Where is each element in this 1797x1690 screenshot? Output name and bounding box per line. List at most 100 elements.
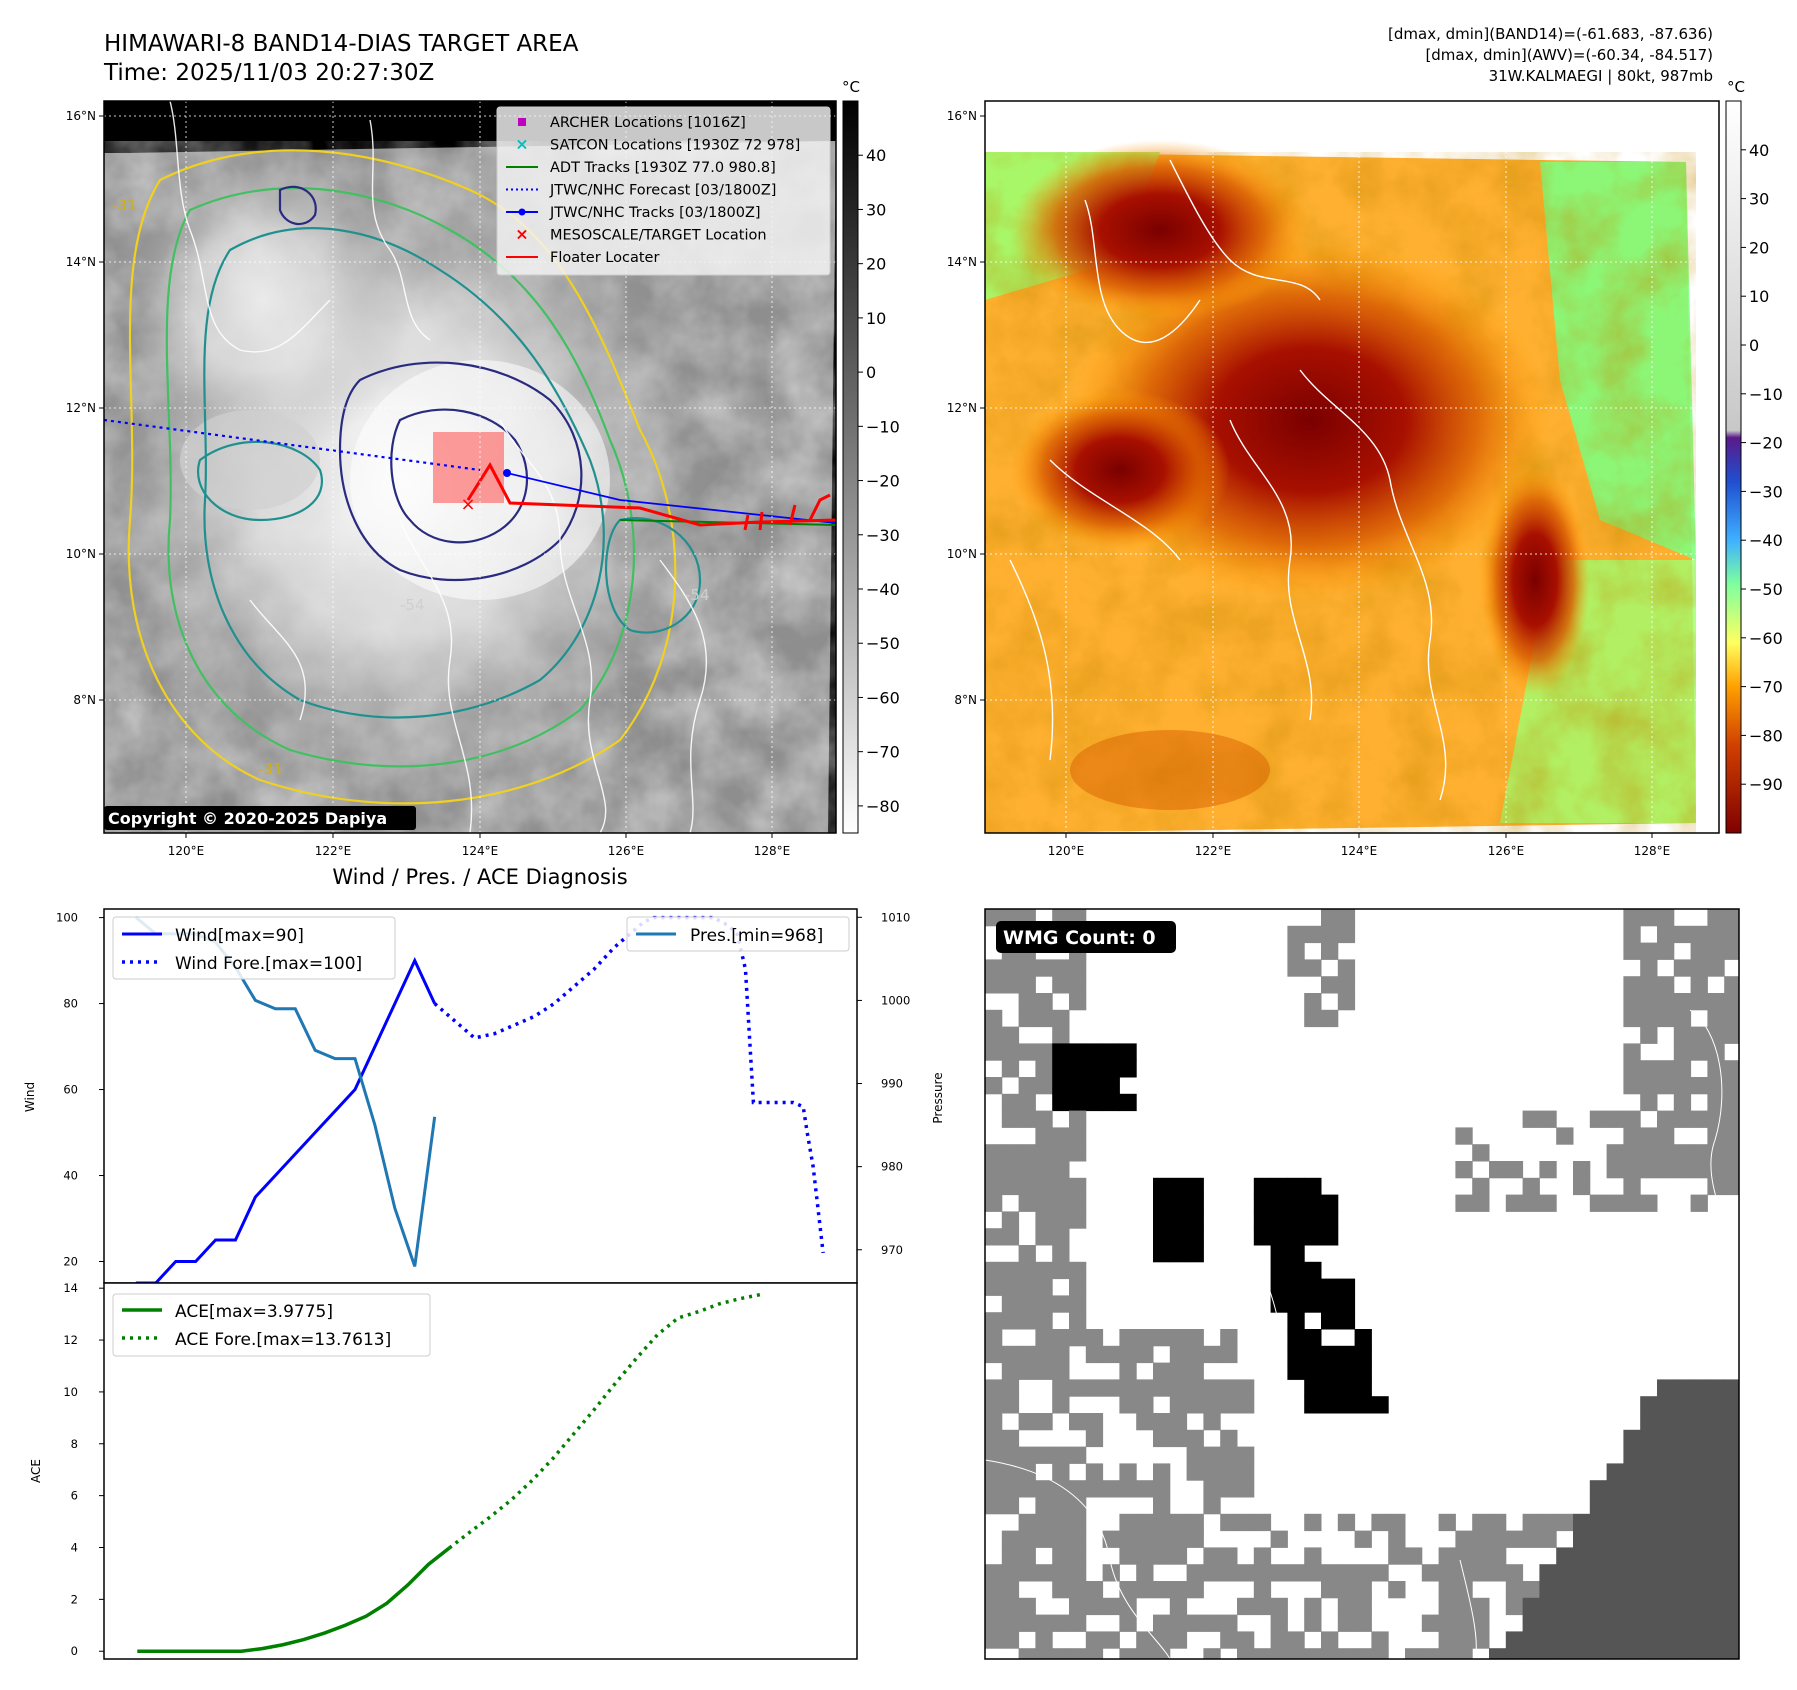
- wmg-cell: [1287, 1345, 1305, 1364]
- legend-marker: [518, 208, 526, 216]
- wmg-cell: [985, 1345, 1003, 1364]
- wmg-cell: [1589, 1581, 1608, 1599]
- wmg-cell: [1623, 1043, 1641, 1061]
- copyright-badge: [104, 806, 416, 830]
- ace-ytick: 4: [71, 1540, 78, 1554]
- pressure-ytick: 1000: [881, 993, 910, 1007]
- wmg-cell: [1069, 1127, 1087, 1145]
- wmg-cell: [1337, 1295, 1356, 1313]
- wmg-cell: [1169, 1530, 1188, 1548]
- wmg-cell: [1623, 1648, 1641, 1659]
- wmg-cell: [1304, 1295, 1322, 1313]
- wmg-cell: [1186, 1513, 1204, 1532]
- awv-colorbar: °C 40 30 20 10 0 −10 −20 −30 −40 −50 −60 −70 −80 −90: [1725, 78, 1783, 834]
- wmg-cell: [1707, 1530, 1725, 1548]
- ace-ylabel: ACE: [29, 1459, 43, 1483]
- wmg-cell: [1069, 1329, 1087, 1347]
- wmg-cell: [1237, 1480, 1255, 1498]
- wmg-cell: [1657, 993, 1675, 1011]
- wmg-cell: [1186, 1228, 1204, 1246]
- wmg-cell: [1455, 1127, 1473, 1145]
- wmg-cell: [1052, 1396, 1070, 1414]
- wmg-cell: [1203, 1446, 1221, 1464]
- wmg-cell: [1085, 1060, 1104, 1078]
- wmg-cell: [1707, 1110, 1725, 1128]
- wmg-cell: [1724, 1060, 1739, 1078]
- wmg-cell: [1657, 1144, 1675, 1162]
- wmg-cell: [1707, 1480, 1725, 1498]
- wmg-cell: [1001, 1564, 1020, 1582]
- wmg-cell: [1573, 1597, 1591, 1616]
- wmg-cell: [1001, 1144, 1020, 1162]
- wmg-cell: [1724, 909, 1739, 927]
- wmg-cell: [1589, 1614, 1608, 1632]
- wmg-cell: [1640, 1127, 1658, 1145]
- wmg-cell: [1707, 1177, 1725, 1196]
- wmg-cell: [1673, 1597, 1692, 1616]
- wmg-cell: [1707, 1060, 1725, 1078]
- wmg-cell: [1337, 1379, 1356, 1397]
- wmg-cell: [985, 1480, 1003, 1498]
- wmg-cell: [1405, 1648, 1423, 1659]
- wmg-cell: [1556, 1513, 1574, 1532]
- wmg-cell: [1018, 1597, 1036, 1616]
- wmg-cell: [1707, 1009, 1725, 1028]
- wmg-cell: [1119, 1329, 1137, 1347]
- wmg-cell: [985, 1077, 1003, 1095]
- wmg-cell: [1707, 1547, 1725, 1565]
- wmg-cell: [1371, 1648, 1389, 1659]
- wmg-cell: [1724, 1648, 1739, 1659]
- wmg-cell: [1438, 1513, 1456, 1532]
- wmg-cell: [1657, 1446, 1675, 1464]
- wmg-cell: [1623, 1614, 1641, 1632]
- wmg-cell: [1102, 1530, 1120, 1548]
- wmg-cell: [985, 1278, 1003, 1296]
- wmg-cell: [1388, 1513, 1406, 1532]
- wmg-cell: [1657, 1060, 1675, 1078]
- wmg-cell: [1237, 1564, 1255, 1582]
- wmg-cell: [1237, 1463, 1255, 1481]
- wmg-cell: [1354, 1581, 1372, 1599]
- wmg-cell: [1724, 1009, 1739, 1028]
- wmg-cell: [1573, 1547, 1591, 1565]
- wmg-cell: [1690, 1194, 1708, 1212]
- wmg-cell: [1052, 1446, 1070, 1464]
- wmg-cell: [985, 909, 1003, 927]
- wmg-cell: [1001, 1581, 1020, 1599]
- wmg-cell: [1069, 993, 1087, 1011]
- wmg-cell: [1304, 1329, 1322, 1347]
- wmg-cell: [1001, 1362, 1020, 1380]
- wmg-cell: [1052, 1144, 1070, 1162]
- wmg-cell: [1018, 1345, 1036, 1364]
- wmg-cell: [1388, 1581, 1406, 1599]
- wmg-cell: [1304, 1379, 1322, 1397]
- wmg-cell: [985, 1009, 1003, 1028]
- ir-colorbar: °C 40 30 20 10 0 −10 −20 −30 −40 −50 −60 −70 −80: [842, 78, 900, 834]
- wmg-cell: [1505, 1631, 1524, 1649]
- wmg-cell: [1035, 1261, 1053, 1280]
- wmg-cell: [1287, 1228, 1305, 1246]
- colorbar-tick: 20: [866, 255, 886, 274]
- wmg-cell: [1001, 1261, 1020, 1280]
- wmg-cell: [985, 959, 1003, 977]
- wmg-cell: [1102, 1077, 1120, 1095]
- wmg-cell: [1304, 1547, 1322, 1565]
- wmg-cell: [1035, 993, 1053, 1011]
- wmg-cell: [1354, 1614, 1372, 1632]
- colorbar-tick: 30: [866, 200, 886, 219]
- wmg-cell: [1690, 1581, 1708, 1599]
- wmg-cell: [1035, 1060, 1053, 1078]
- wmg-cell: [1472, 1530, 1490, 1548]
- wmg-cell: [1337, 1362, 1356, 1380]
- wmg-cell: [1018, 1261, 1036, 1280]
- wmg-cell: [1169, 1362, 1188, 1380]
- wmg-cell: [1673, 1463, 1692, 1481]
- wmg-cell: [1069, 1043, 1087, 1061]
- legend-label: Pres.[min=968]: [690, 926, 823, 946]
- wmg-cell: [1069, 1194, 1087, 1212]
- wmg-cell: [1707, 1497, 1725, 1515]
- wmg-cell: [1724, 1446, 1739, 1464]
- wmg-cell: [1001, 976, 1020, 994]
- wmg-cell: [1337, 959, 1356, 977]
- wmg-cell: [1018, 1093, 1036, 1112]
